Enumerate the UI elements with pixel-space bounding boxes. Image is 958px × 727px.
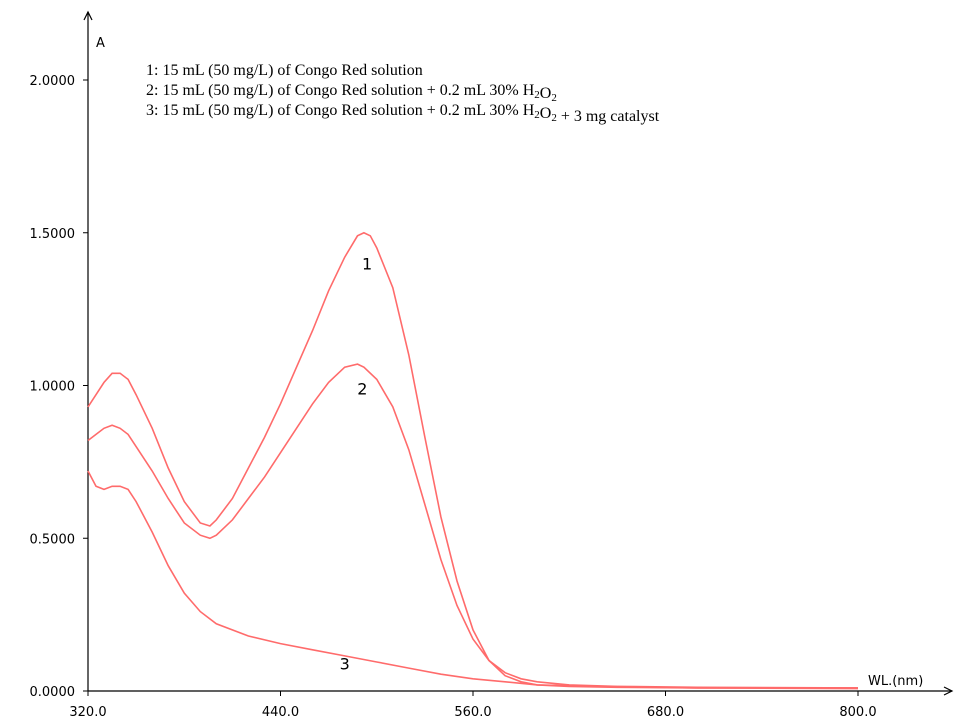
y-tick-label: 0.0000 xyxy=(30,685,76,700)
x-tick-label: 440.0 xyxy=(262,705,299,720)
series-2-label: 2 xyxy=(357,380,367,399)
series-3-label: 3 xyxy=(340,655,350,674)
series-2-line xyxy=(87,363,859,689)
spectrum-curves xyxy=(87,231,859,690)
legend: 1: 15 mL (50 mg/L) of Congo Red solution… xyxy=(146,62,660,125)
y-tick-label: 1.0000 xyxy=(30,380,76,395)
x-tick-label: 320.0 xyxy=(69,705,106,720)
y-axis-ticks: 0.0000 0.5000 1.0000 1.5000 2.0000 xyxy=(30,74,88,700)
series-1-line xyxy=(87,231,858,689)
x-tick-label: 680.0 xyxy=(647,705,684,720)
y-tick-label: 2.0000 xyxy=(30,74,76,89)
x-tick-label: 800.0 xyxy=(839,705,876,720)
x-tick-label: 560.0 xyxy=(454,705,491,720)
y-axis-title: A xyxy=(96,36,105,51)
legend-entry-3: 3: 15 mL (50 mg/L) of Congo Red solution… xyxy=(146,102,660,125)
y-tick-label: 0.5000 xyxy=(30,532,76,547)
series-1-label: 1 xyxy=(362,254,372,273)
legend-entry-2: 2: 15 mL (50 mg/L) of Congo Red solution… xyxy=(146,82,557,104)
y-tick-label: 1.5000 xyxy=(30,227,76,242)
x-axis-ticks: 320.0 440.0 560.0 680.0 800.0 xyxy=(69,691,877,720)
series-3-line xyxy=(87,470,859,690)
y-axis-arrow-icon xyxy=(83,10,93,21)
x-axis-arrow-icon xyxy=(943,686,954,696)
legend-entry-1: 1: 15 mL (50 mg/L) of Congo Red solution xyxy=(146,62,423,79)
curve-labels: 1 2 3 xyxy=(340,254,373,673)
x-axis-title: WL.(nm) xyxy=(868,674,923,689)
